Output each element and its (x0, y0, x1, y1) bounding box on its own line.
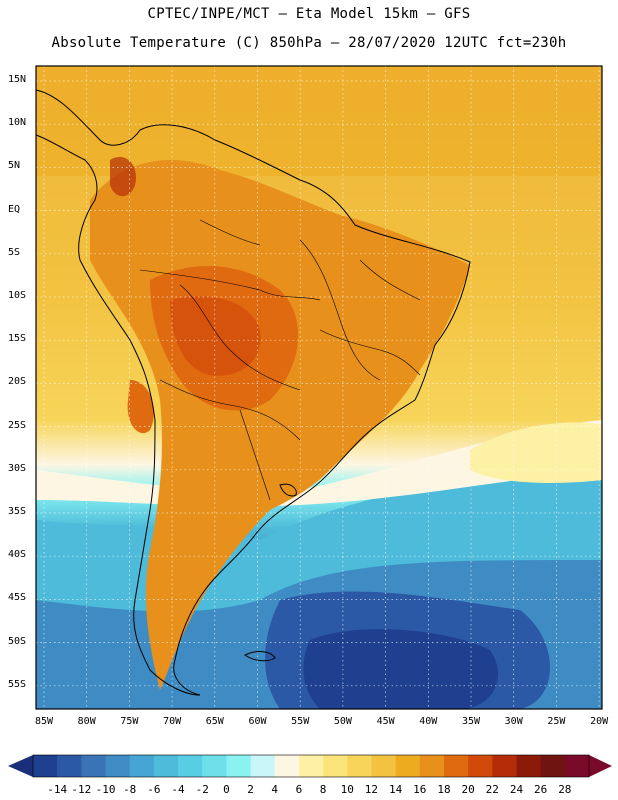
lon-label: 25W (547, 716, 566, 727)
lat-label: 35S (8, 506, 27, 517)
colorbar-swatch (57, 755, 82, 777)
colorbar-swatch (540, 755, 566, 777)
lon-label: 60W (248, 716, 267, 727)
hot-core (170, 296, 261, 376)
lon-label: 20W (590, 716, 609, 727)
colorbar-swatch (202, 755, 227, 777)
north-warm-band (36, 66, 602, 176)
lon-label: 70W (163, 716, 182, 727)
colorbar-swatch (347, 755, 372, 777)
lat-label: 40S (8, 549, 27, 561)
colorbar-label: 16 (413, 783, 427, 796)
colorbar (8, 754, 612, 778)
colorbar-outline (32, 754, 590, 778)
colorbar-swatch (419, 755, 445, 777)
colorbar-swatch (33, 755, 58, 777)
lat-label: 30S (8, 462, 27, 474)
lat-label: 45S (8, 592, 27, 604)
colorbar-label: -12 (71, 783, 92, 796)
colorbar-swatch (81, 755, 107, 777)
lon-label: 65W (205, 716, 224, 727)
colorbar-label: 18 (437, 783, 451, 796)
colorbar-label: -4 (171, 783, 185, 796)
lon-label: 35W (461, 716, 481, 727)
colorbar-label: 6 (295, 783, 303, 796)
lat-label: 55S (8, 678, 27, 690)
lon-label: 40W (419, 716, 438, 727)
lat-label: 50S (8, 635, 27, 647)
colorbar-label: -10 (95, 783, 116, 796)
country-borders (139, 219, 421, 501)
colorbar-label: 12 (364, 783, 379, 796)
colorbar-swatch (250, 755, 276, 777)
colorbar-label: -6 (147, 783, 161, 796)
colorbar-swatch (443, 755, 469, 777)
colorbar-swatch (226, 755, 252, 777)
colorbar-label: 26 (534, 783, 548, 796)
temperature-field (36, 66, 602, 709)
lat-label: EQ (8, 203, 21, 215)
andes-hot-strip (127, 380, 154, 434)
colorbar-label: -2 (195, 783, 209, 796)
colorbar-arrow-right (589, 755, 612, 777)
lat-label: 10N (8, 117, 27, 129)
colorbar-label: 2 (247, 783, 254, 796)
lat-label: 15S (8, 333, 27, 345)
graticule (36, 66, 602, 709)
colorbar-swatch (395, 755, 421, 777)
colorbar-label: 22 (485, 783, 499, 796)
colorbar-swatch (492, 755, 517, 777)
colorbar-swatch (274, 755, 300, 777)
lon-label: 50W (333, 716, 352, 727)
colorbar-label: -14 (47, 783, 68, 796)
colorbar-swatch (298, 755, 324, 777)
lon-label: 75W (120, 716, 139, 727)
lon-label: 30W (504, 716, 523, 727)
lon-label: 85W (34, 716, 54, 727)
colorbar-label: 8 (319, 783, 327, 796)
colorbar-swatch (564, 755, 590, 777)
colorbar-label: 24 (509, 783, 524, 796)
colorbar-label: 10 (340, 783, 354, 796)
map-frame (35, 65, 603, 710)
colorbar-swatch (178, 755, 203, 777)
lat-label: 20S (8, 376, 27, 388)
coldest-core (303, 629, 499, 709)
title-line-1: CPTEC/INPE/MCT – Eta Model 15km – GFS (147, 6, 471, 22)
colorbar-swatch (468, 755, 493, 777)
colorbar-swatch (323, 755, 348, 777)
colorbar-swatch (371, 755, 397, 777)
colorbar-label: 4 (271, 783, 279, 796)
lat-label: 10S (8, 290, 27, 301)
title-line-2: Absolute Temperature (C) 850hPa – 28/07/… (51, 35, 567, 51)
lat-label: 5S (8, 246, 21, 258)
lon-label: 45W (376, 716, 395, 727)
colorbar-label: 0 (223, 783, 230, 796)
colorbar-label: 28 (558, 783, 572, 796)
colorbar-swatch (153, 755, 179, 777)
lat-label: 25S (8, 419, 27, 431)
lon-label: 80W (77, 716, 96, 727)
colorbar-label: 20 (461, 783, 475, 796)
colorbar-label: -8 (123, 783, 137, 796)
pale-band (36, 420, 602, 507)
lon-label: 55W (291, 716, 310, 727)
colorbar-swatch (129, 755, 155, 777)
coastlines (35, 89, 471, 696)
colorbar-label: 14 (388, 783, 403, 796)
lat-label: 5N (8, 160, 21, 172)
southeast-pale-patch (470, 422, 602, 483)
colorbar-swatch (516, 755, 542, 777)
lat-label: 15N (8, 74, 27, 85)
colorbar-arrow-left (8, 755, 33, 777)
north-hot-spot (110, 156, 136, 197)
colorbar-swatch (105, 755, 131, 777)
